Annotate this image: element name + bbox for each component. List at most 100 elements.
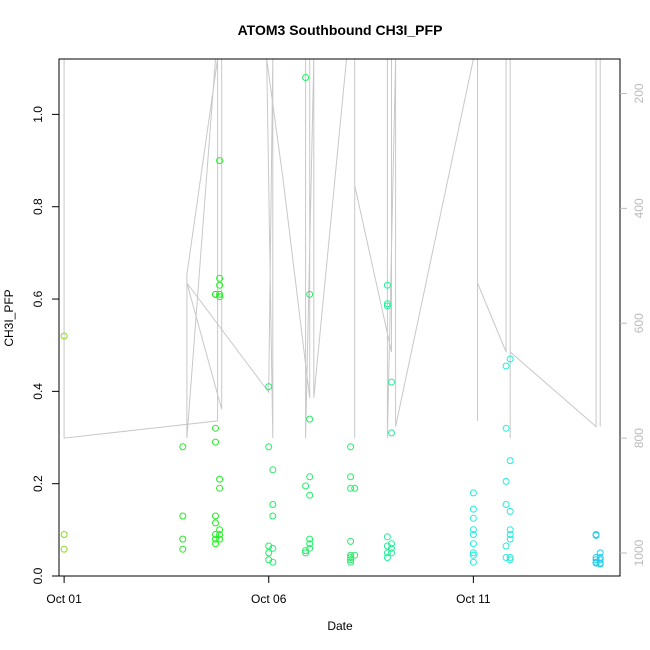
data-point bbox=[502, 554, 510, 561]
data-point bbox=[506, 507, 514, 515]
y2-tick-label: 400 bbox=[632, 198, 646, 218]
data-point bbox=[469, 549, 477, 557]
data-point bbox=[502, 501, 510, 508]
data-point bbox=[388, 378, 395, 386]
data-point bbox=[216, 484, 224, 492]
data-point bbox=[388, 429, 395, 437]
data-point bbox=[383, 549, 391, 557]
data-point bbox=[216, 526, 224, 534]
y-tick-label: 0.0 bbox=[31, 567, 45, 584]
data-point bbox=[347, 551, 355, 559]
data-point bbox=[506, 554, 514, 561]
data-point bbox=[506, 535, 514, 543]
data-points bbox=[60, 74, 604, 568]
data-point bbox=[306, 544, 314, 552]
data-point bbox=[269, 544, 277, 552]
data-point bbox=[302, 482, 310, 490]
data-point bbox=[351, 484, 359, 492]
data-point bbox=[216, 290, 224, 298]
plot-frame bbox=[58, 58, 621, 577]
data-point bbox=[216, 535, 224, 543]
data-point bbox=[269, 512, 277, 520]
data-point bbox=[347, 537, 355, 545]
data-point bbox=[179, 512, 187, 520]
x-tick-label: Oct 01 bbox=[46, 592, 82, 606]
data-point bbox=[212, 512, 219, 520]
data-point bbox=[269, 501, 277, 508]
data-point bbox=[302, 549, 310, 557]
data-point bbox=[265, 383, 273, 391]
data-point bbox=[179, 535, 187, 543]
data-point bbox=[306, 540, 314, 548]
data-point bbox=[306, 473, 314, 481]
chart-title: ATOM3 Southbound CH3I_PFP bbox=[238, 22, 443, 38]
data-point bbox=[265, 443, 273, 451]
data-point bbox=[469, 551, 477, 559]
data-point bbox=[506, 556, 514, 564]
data-point bbox=[502, 477, 510, 485]
data-point bbox=[347, 484, 355, 492]
data-point bbox=[383, 533, 391, 541]
data-point bbox=[212, 531, 219, 538]
axes: 0.0 0.2 0.4 0.6 0.8 1.0 200 400 600 800 1000 Oct 01… bbox=[31, 58, 646, 606]
data-point bbox=[502, 542, 510, 550]
data-point bbox=[383, 542, 391, 550]
data-point bbox=[212, 438, 219, 446]
data-point bbox=[596, 556, 604, 564]
data-point bbox=[502, 424, 510, 432]
data-point bbox=[596, 549, 604, 557]
data-point bbox=[506, 526, 514, 534]
y2-tick-label: 1000 bbox=[632, 539, 646, 566]
data-point bbox=[212, 540, 219, 548]
data-point bbox=[383, 300, 391, 308]
data-point bbox=[306, 535, 314, 543]
data-point bbox=[212, 535, 219, 543]
data-point bbox=[469, 526, 477, 534]
data-point bbox=[216, 531, 224, 538]
data-point bbox=[469, 489, 477, 497]
data-point bbox=[506, 531, 514, 538]
data-point bbox=[506, 355, 514, 363]
y2-tick-label: 600 bbox=[632, 313, 646, 333]
y-tick-label: 1.0 bbox=[31, 106, 45, 123]
data-point bbox=[60, 531, 68, 538]
data-point bbox=[383, 302, 391, 310]
data-point bbox=[506, 457, 514, 465]
data-point bbox=[269, 558, 277, 566]
data-point bbox=[302, 547, 310, 555]
x-tick-label: Oct 11 bbox=[456, 592, 491, 606]
data-point bbox=[469, 531, 477, 538]
pressure-line bbox=[63, 59, 601, 439]
y-tick-label: 0.2 bbox=[31, 475, 45, 492]
y2-tick-label: 200 bbox=[632, 83, 646, 103]
data-point bbox=[351, 551, 359, 559]
x-axis-label: Date bbox=[327, 619, 353, 633]
data-point bbox=[265, 542, 273, 550]
data-point bbox=[347, 556, 355, 564]
data-point bbox=[216, 274, 224, 282]
data-point bbox=[469, 505, 477, 513]
y2-tick-label: 800 bbox=[632, 428, 646, 448]
data-point bbox=[212, 424, 219, 432]
data-point bbox=[347, 473, 355, 481]
data-point bbox=[269, 466, 277, 474]
data-point bbox=[302, 74, 310, 81]
data-point bbox=[347, 443, 355, 451]
y-tick-label: 0.6 bbox=[31, 290, 45, 307]
data-point bbox=[469, 514, 477, 522]
y-tick-label: 0.8 bbox=[31, 198, 45, 215]
data-point bbox=[502, 362, 510, 370]
data-point bbox=[212, 519, 219, 527]
data-point bbox=[265, 549, 273, 557]
data-point bbox=[388, 544, 395, 552]
data-point bbox=[383, 554, 391, 561]
data-point bbox=[306, 415, 314, 423]
data-point bbox=[216, 293, 224, 301]
data-point bbox=[306, 290, 314, 298]
data-point bbox=[596, 560, 604, 568]
data-point bbox=[216, 157, 224, 165]
data-point bbox=[592, 531, 600, 539]
y-tick-label: 0.4 bbox=[31, 383, 45, 400]
data-point bbox=[216, 281, 224, 289]
